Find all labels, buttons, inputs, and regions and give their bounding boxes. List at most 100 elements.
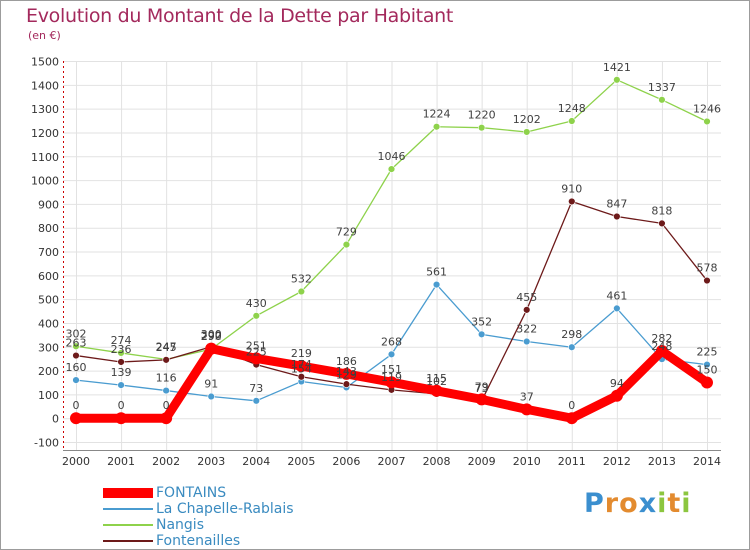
legend-item-fontenailles: Fontenailles <box>103 533 294 549</box>
data-label-fontenailles: 119 <box>381 371 402 384</box>
data-label-la-chapelle-rablais: 268 <box>381 335 402 348</box>
data-label-fontains: 150 <box>697 363 718 376</box>
data-point-nangis <box>342 240 351 249</box>
y-tick-label: 1300 <box>31 103 59 116</box>
y-tick-label: 400 <box>38 317 59 330</box>
legend-label-fontains: FONTAINS <box>156 484 227 501</box>
y-tick-label: 600 <box>38 270 59 283</box>
y-tick-label: 200 <box>38 365 59 378</box>
data-point-la-chapelle-rablais <box>432 280 441 289</box>
data-label-fontains: 0 <box>73 399 80 412</box>
data-point-la-chapelle-rablais <box>703 360 711 369</box>
data-label-nangis: 1421 <box>603 61 631 74</box>
data-label-la-chapelle-rablais: 139 <box>111 366 132 379</box>
y-tick-label: 1400 <box>31 79 59 92</box>
data-point-la-chapelle-rablais <box>387 350 396 359</box>
brand-letter: o <box>619 488 639 519</box>
legend-item-fontains: FONTAINS <box>103 485 294 501</box>
data-point-fontenailles <box>613 212 621 221</box>
data-point-nangis <box>477 123 486 132</box>
data-label-fontains: 0 <box>118 399 125 412</box>
data-point-la-chapelle-rablais <box>523 337 531 346</box>
data-label-fontenailles: 225 <box>246 346 267 359</box>
y-tick-label: 900 <box>38 198 59 211</box>
x-tick-label: 2011 <box>558 455 586 468</box>
x-tick-label: 2002 <box>152 455 180 468</box>
data-point-nangis <box>117 349 125 357</box>
data-point-fontenailles <box>117 358 125 366</box>
y-tick-label: 1500 <box>31 56 59 69</box>
data-label-nangis: 1246 <box>693 102 721 115</box>
y-tick-label: 500 <box>38 294 59 307</box>
data-point-fontains <box>385 376 398 389</box>
x-tick-label: 2010 <box>513 455 541 468</box>
data-label-la-chapelle-rablais: 116 <box>156 372 177 385</box>
data-label-nangis: 1046 <box>378 150 406 163</box>
x-tick-label: 2000 <box>62 455 90 468</box>
data-point-nangis <box>613 76 621 84</box>
data-label-fontenailles: 245 <box>156 341 177 354</box>
data-label-fontains: 251 <box>246 339 267 352</box>
x-tick-label: 2008 <box>423 455 451 468</box>
data-label-nangis: 290 <box>201 330 222 343</box>
data-label-fontenailles: 236 <box>111 343 132 356</box>
data-point-fontains <box>655 345 668 358</box>
data-point-fontains <box>205 342 218 355</box>
data-label-la-chapelle-rablais: 160 <box>66 361 87 374</box>
data-label-fontenailles: 73 <box>475 382 489 395</box>
chart-title: Evolution du Montant de la Dette par Hab… <box>26 5 454 27</box>
data-label-fontains: 186 <box>336 355 357 368</box>
data-point-la-chapelle-rablais <box>207 392 215 401</box>
data-label-fontains: 0 <box>163 399 170 412</box>
data-label-nangis: 532 <box>291 273 312 286</box>
legend-swatch-fontains <box>103 488 153 498</box>
data-label-nangis: 1224 <box>423 108 451 121</box>
x-tick-label: 2009 <box>468 455 496 468</box>
data-label-nangis: 1337 <box>648 81 676 94</box>
data-point-fontains <box>475 393 488 406</box>
y-tick-label: 300 <box>38 341 59 354</box>
data-label-la-chapelle-rablais: 91 <box>204 378 218 391</box>
data-label-fontains: 79 <box>475 380 489 393</box>
data-point-fontenailles <box>162 356 170 364</box>
brand-letter: P <box>584 488 605 519</box>
data-point-nangis <box>568 117 576 125</box>
x-tick-label: 2005 <box>287 455 315 468</box>
data-label-la-chapelle-rablais: 352 <box>471 315 492 328</box>
data-label-fontenailles: 174 <box>291 358 312 371</box>
data-label-la-chapelle-rablais: 154 <box>291 363 312 376</box>
data-point-nangis <box>523 128 531 136</box>
data-point-fontains <box>250 352 263 365</box>
brand-letter: t <box>667 488 682 519</box>
data-label-la-chapelle-rablais: 248 <box>651 340 672 353</box>
x-tick-label: 2014 <box>693 455 721 468</box>
data-label-fontains: 282 <box>651 332 672 345</box>
data-label-la-chapelle-rablais: 225 <box>697 346 718 359</box>
x-tick-label: 2013 <box>648 455 676 468</box>
data-label-nangis: 274 <box>111 334 132 347</box>
data-point-fontenailles <box>72 351 80 360</box>
data-point-fontenailles <box>568 197 576 206</box>
data-label-fontains: 292 <box>201 330 222 343</box>
data-label-fontenailles: 455 <box>516 291 537 304</box>
y-tick-label: -100 <box>34 437 59 450</box>
data-point-fontains <box>295 360 308 373</box>
data-point-la-chapelle-rablais <box>613 304 621 313</box>
data-point-nangis <box>703 117 711 126</box>
data-point-fontenailles <box>658 219 666 228</box>
data-point-nangis <box>658 96 666 104</box>
brand-logo: Proxiti <box>584 488 692 519</box>
data-point-fontains <box>520 403 533 416</box>
data-point-nangis <box>432 123 441 131</box>
data-point-fontains <box>565 412 578 425</box>
data-point-fontenailles <box>342 380 351 388</box>
data-label-fontains: 0 <box>568 399 575 412</box>
data-label-fontenailles: 102 <box>426 375 447 388</box>
brand-letter: x <box>638 488 658 519</box>
data-point-nangis <box>387 165 396 173</box>
x-tick-label: 2007 <box>378 455 406 468</box>
data-label-la-chapelle-rablais: 561 <box>426 266 447 279</box>
data-label-fontenailles: 300 <box>201 328 222 341</box>
y-tick-label: 1200 <box>31 127 59 140</box>
